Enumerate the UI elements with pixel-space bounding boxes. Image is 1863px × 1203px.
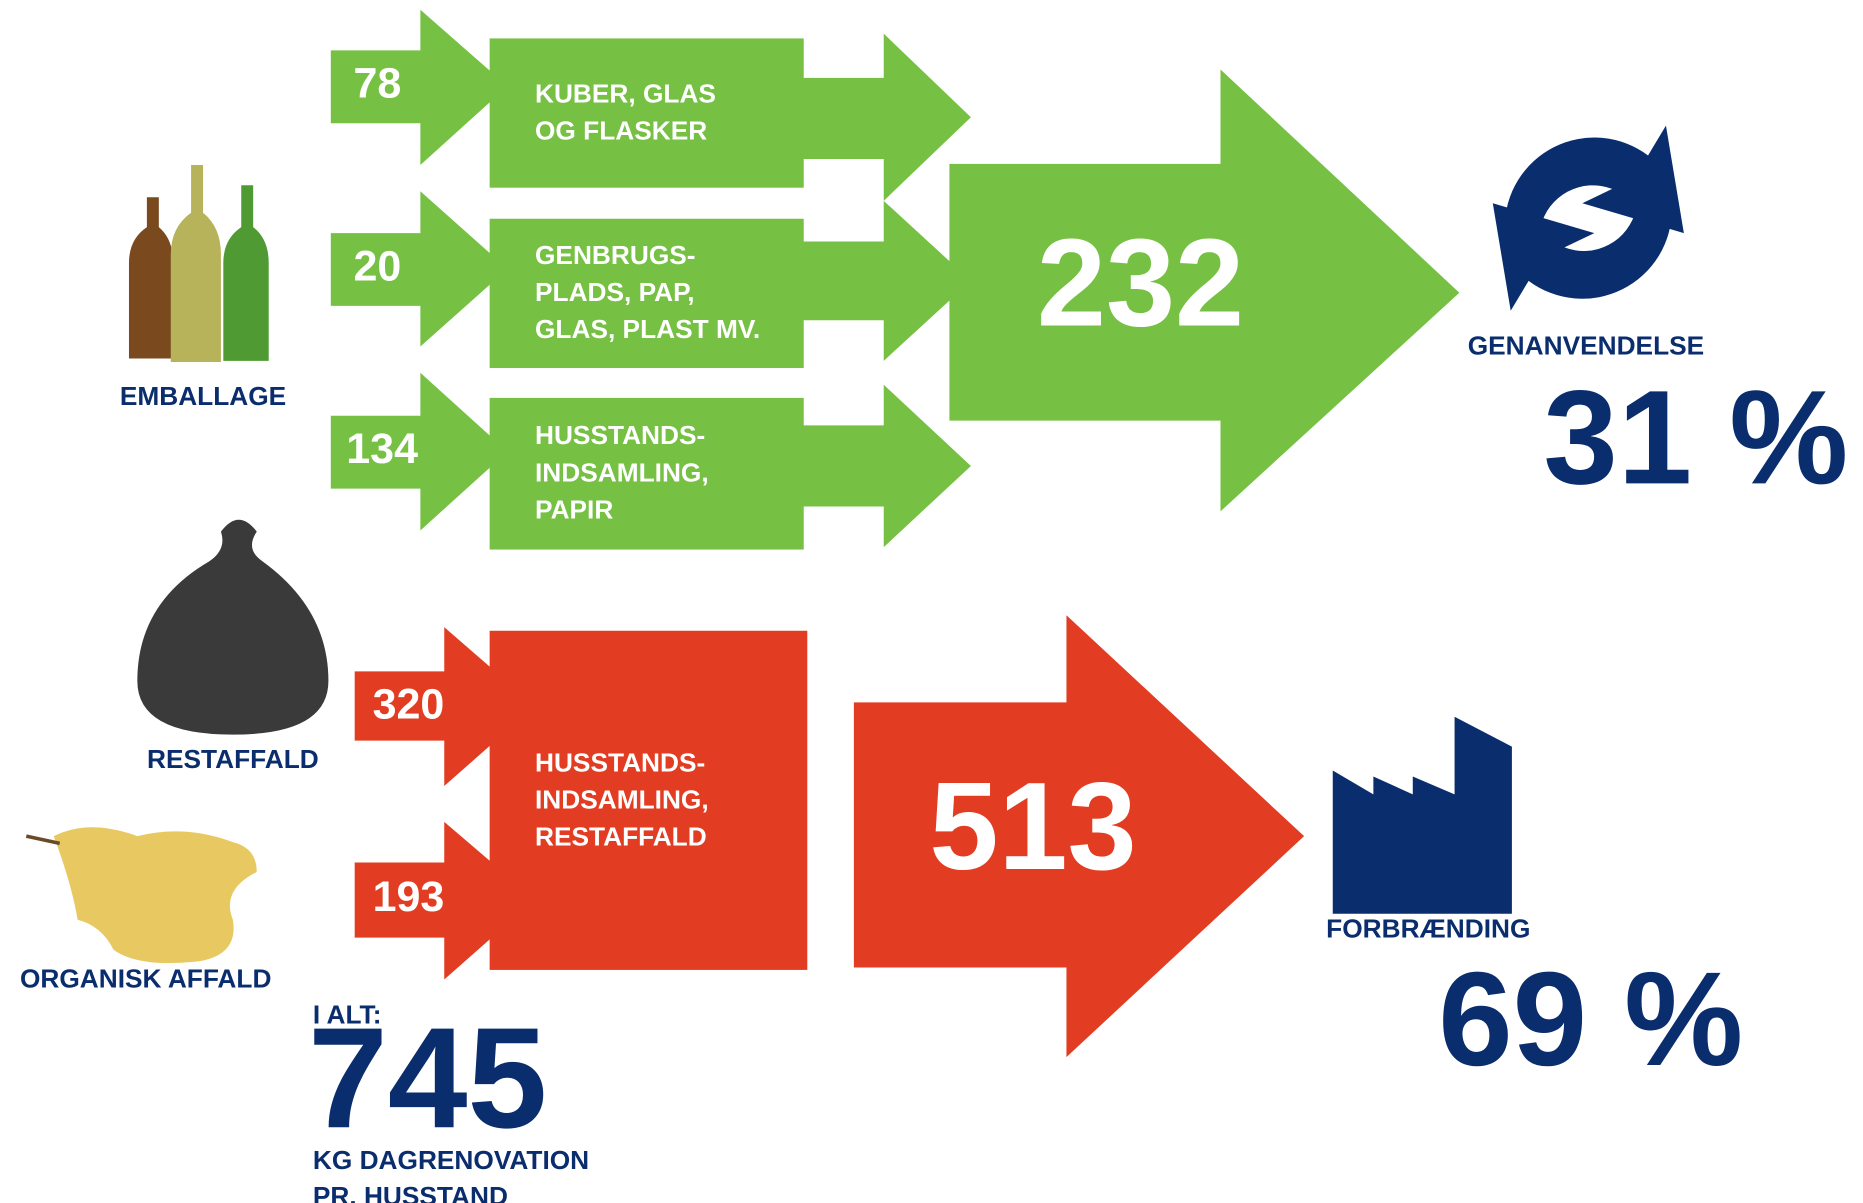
- bag-icon: [137, 519, 329, 735]
- bottles-icon: [128, 165, 269, 363]
- flow-label: PAPIR: [535, 494, 613, 524]
- flow-label: GENBRUGS-: [535, 240, 696, 270]
- source-label: RESTAFFALD: [147, 744, 319, 774]
- source-label: ORGANISK AFFALD: [20, 964, 271, 994]
- summary-heading: I ALT:: [313, 999, 382, 1029]
- incineration-flows: [354, 615, 1305, 1058]
- destination: FORBRÆNDING: [1326, 913, 1530, 943]
- big-arrow: [949, 69, 1460, 512]
- apple-icon: [25, 827, 257, 964]
- box: [489, 630, 808, 970]
- recycling-flows: [330, 9, 1460, 550]
- flow-label: GLAS, PLAST MV.: [535, 314, 760, 344]
- total-value: 232: [1037, 215, 1244, 353]
- box: [489, 397, 804, 550]
- summary-total: 745: [308, 998, 547, 1158]
- flow-label: PLADS, PAP,: [535, 277, 695, 307]
- share: 69 %: [1438, 945, 1743, 1094]
- flow-value: 20: [353, 242, 401, 290]
- flow-label: RESTAFFALD: [535, 821, 707, 851]
- flow-label: KUBER, GLAS: [535, 79, 716, 109]
- factory-icon: [1332, 716, 1512, 914]
- flow-value: 193: [373, 873, 445, 921]
- share: 31 %: [1543, 363, 1848, 512]
- flow-label: INDSAMLING,: [535, 784, 709, 814]
- arrow: [330, 9, 508, 166]
- source-label: EMBALLAGE: [120, 381, 286, 411]
- arrow: [330, 372, 508, 531]
- arrow: [796, 200, 971, 361]
- arrow: [330, 191, 508, 347]
- flow-label: HUSSTANDS-: [535, 747, 705, 777]
- flow-value: 320: [373, 681, 445, 729]
- box: [489, 218, 804, 369]
- summary-note: KG DAGRENOVATION: [313, 1145, 589, 1175]
- big-arrow: [853, 615, 1305, 1058]
- flow-value: 134: [346, 425, 418, 473]
- arrow: [796, 384, 971, 548]
- arrow: [796, 33, 971, 201]
- summary-note: PR. HUSSTAND: [313, 1181, 508, 1203]
- flow-value: 78: [353, 60, 401, 108]
- box: [489, 38, 804, 188]
- flow-label: HUSSTANDS-: [535, 420, 705, 450]
- flow-label: OG FLASKER: [535, 116, 707, 146]
- total-value: 513: [929, 758, 1136, 896]
- recycle-icon: [1492, 125, 1684, 311]
- destination: GENANVENDELSE: [1468, 331, 1704, 361]
- flow-label: INDSAMLING,: [535, 457, 709, 487]
